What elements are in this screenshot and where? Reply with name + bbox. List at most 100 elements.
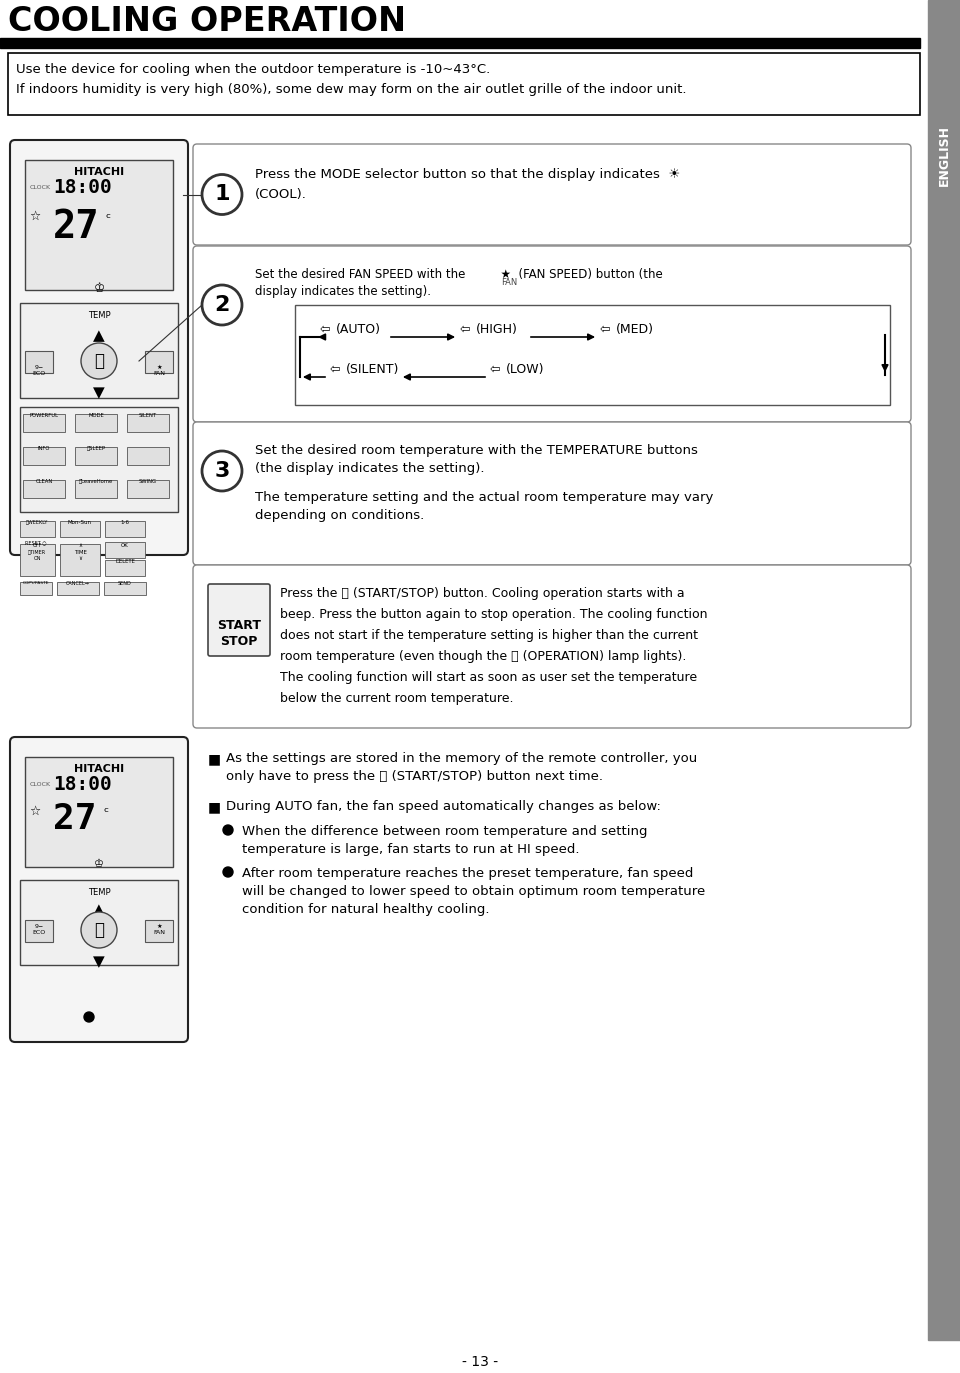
Text: 3: 3 — [214, 461, 229, 481]
Text: (AUTO): (AUTO) — [336, 323, 381, 336]
Text: does not start if the temperature setting is higher than the current: does not start if the temperature settin… — [280, 629, 698, 643]
Bar — [20, 520, 55, 537]
Bar — [145, 351, 173, 373]
FancyBboxPatch shape — [193, 144, 911, 244]
Text: (SILENT): (SILENT) — [346, 362, 399, 376]
Bar — [25, 161, 173, 290]
Text: ⇦: ⇦ — [330, 362, 341, 376]
Text: SILENT: SILENT — [139, 413, 157, 417]
Text: Set the desired FAN SPEED with the: Set the desired FAN SPEED with the — [255, 268, 466, 281]
Bar — [105, 520, 145, 537]
Text: CLOCK: CLOCK — [30, 185, 51, 189]
Circle shape — [81, 912, 117, 947]
Text: ⓘ: ⓘ — [94, 351, 104, 369]
Text: ♔: ♔ — [94, 859, 104, 869]
Text: beep. Press the button again to stop operation. The cooling function: beep. Press the button again to stop ope… — [280, 608, 708, 621]
Text: will be changed to lower speed to obtain optimum room temperature: will be changed to lower speed to obtain… — [242, 886, 706, 898]
FancyBboxPatch shape — [193, 566, 911, 728]
Text: Set the desired room temperature with the TEMPERATURE buttons: Set the desired room temperature with th… — [255, 443, 698, 457]
Text: (MED): (MED) — [616, 323, 654, 336]
Bar — [20, 303, 178, 398]
Text: POWERFUL: POWERFUL — [30, 413, 59, 417]
Circle shape — [202, 286, 242, 325]
FancyBboxPatch shape — [10, 737, 188, 1042]
Text: (LOW): (LOW) — [506, 362, 544, 376]
FancyBboxPatch shape — [10, 140, 188, 555]
Text: ▲: ▲ — [93, 328, 105, 343]
Text: 18:00: 18:00 — [53, 774, 111, 794]
Text: temperature is large, fan starts to run at HI speed.: temperature is large, fan starts to run … — [242, 843, 580, 855]
Text: ⓈWEEKLY: ⓈWEEKLY — [26, 520, 48, 524]
Text: ⓈLeaveHome: ⓈLeaveHome — [79, 479, 113, 485]
Bar — [105, 542, 145, 557]
Text: FAN: FAN — [501, 277, 517, 287]
Text: ⓘ: ⓘ — [94, 921, 104, 939]
Text: If indoors humidity is very high (80%), some dew may form on the air outlet gril: If indoors humidity is very high (80%), … — [16, 82, 686, 96]
Bar — [127, 415, 169, 432]
Text: ★  (FAN SPEED) button (the: ★ (FAN SPEED) button (the — [493, 268, 662, 281]
Circle shape — [81, 343, 117, 379]
Text: After room temperature reaches the preset temperature, fan speed: After room temperature reaches the prese… — [242, 866, 693, 880]
Text: START: START — [217, 619, 261, 632]
Text: ENGLISH: ENGLISH — [938, 125, 950, 185]
Text: OFF
ⓈTIMER
ON: OFF ⓈTIMER ON — [28, 542, 46, 562]
Text: ᶜ: ᶜ — [103, 806, 108, 820]
Text: CLOCK: CLOCK — [30, 783, 51, 787]
Circle shape — [202, 450, 242, 492]
Text: room temperature (even though the ⓘ (OPERATION) lamp lights).: room temperature (even though the ⓘ (OPE… — [280, 649, 686, 663]
Text: When the difference between room temperature and setting: When the difference between room tempera… — [242, 825, 647, 838]
Text: During AUTO fan, the fan speed automatically changes as below:: During AUTO fan, the fan speed automatic… — [226, 800, 660, 813]
Text: SEND: SEND — [118, 581, 132, 586]
Bar — [928, 0, 960, 1340]
Text: (the display indicates the setting).: (the display indicates the setting). — [255, 461, 485, 475]
Bar — [104, 582, 146, 595]
Text: Use the device for cooling when the outdoor temperature is -10~43°C.: Use the device for cooling when the outd… — [16, 63, 491, 76]
Text: ∧
TIME
∨: ∧ TIME ∨ — [74, 542, 86, 562]
Text: The temperature setting and the actual room temperature may vary: The temperature setting and the actual r… — [255, 492, 713, 504]
Text: MODE: MODE — [88, 413, 104, 417]
Text: STOP: STOP — [220, 634, 257, 648]
Bar — [105, 560, 145, 577]
Text: ♔: ♔ — [93, 281, 105, 295]
Text: ⇦: ⇦ — [460, 323, 470, 336]
Text: TEMP: TEMP — [87, 312, 110, 320]
Bar — [0, 38, 920, 48]
Text: CANCEL→: CANCEL→ — [66, 581, 90, 586]
Text: - 13 -: - 13 - — [462, 1355, 498, 1369]
Text: ▼: ▼ — [93, 384, 105, 400]
Circle shape — [84, 1012, 94, 1022]
Bar — [60, 520, 100, 537]
Text: 18:00: 18:00 — [53, 178, 111, 196]
Text: Press the ⓘ (START/STOP) button. Cooling operation starts with a: Press the ⓘ (START/STOP) button. Cooling… — [280, 588, 684, 600]
Text: Press the MODE selector button so that the display indicates  ☀: Press the MODE selector button so that t… — [255, 168, 681, 181]
Text: ■: ■ — [208, 800, 221, 814]
Text: RESET ○: RESET ○ — [25, 540, 46, 545]
Text: CLEAN: CLEAN — [36, 479, 53, 485]
Text: ᶜ: ᶜ — [105, 211, 110, 227]
Text: ☆: ☆ — [29, 805, 40, 818]
Circle shape — [223, 825, 233, 835]
Text: Mon-Sun: Mon-Sun — [68, 520, 92, 524]
Bar — [23, 448, 65, 465]
Text: 9−
ECO: 9− ECO — [33, 924, 46, 935]
Text: ⇦: ⇦ — [320, 323, 330, 336]
Circle shape — [223, 866, 233, 877]
FancyBboxPatch shape — [193, 246, 911, 422]
FancyBboxPatch shape — [208, 584, 270, 656]
Text: below the current room temperature.: below the current room temperature. — [280, 692, 514, 704]
Bar — [75, 481, 117, 498]
Text: (HIGH): (HIGH) — [476, 323, 517, 336]
Bar — [23, 481, 65, 498]
Bar — [295, 305, 890, 405]
FancyBboxPatch shape — [193, 422, 911, 566]
Text: COOLING OPERATION: COOLING OPERATION — [8, 5, 406, 38]
Bar — [25, 920, 53, 942]
Bar — [75, 415, 117, 432]
Text: 1: 1 — [214, 184, 229, 205]
Text: COPY/PASTE: COPY/PASTE — [23, 581, 49, 585]
Circle shape — [202, 174, 242, 214]
Text: ☆: ☆ — [29, 210, 40, 222]
Text: DELETE: DELETE — [115, 559, 135, 564]
Text: HITACHI: HITACHI — [74, 763, 124, 774]
Bar — [127, 448, 169, 465]
